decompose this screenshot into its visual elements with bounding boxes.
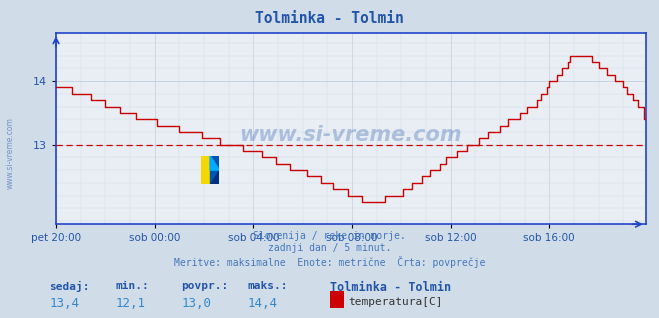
- Text: temperatura[C]: temperatura[C]: [348, 297, 442, 307]
- Bar: [201, 156, 210, 184]
- Text: 13,4: 13,4: [49, 297, 80, 310]
- Text: Tolminka - Tolmin: Tolminka - Tolmin: [255, 11, 404, 26]
- Text: 12,1: 12,1: [115, 297, 146, 310]
- Text: 13,0: 13,0: [181, 297, 212, 310]
- Text: 14,4: 14,4: [247, 297, 277, 310]
- Text: zadnji dan / 5 minut.: zadnji dan / 5 minut.: [268, 243, 391, 253]
- Text: maks.:: maks.:: [247, 281, 287, 291]
- Text: Slovenija / reke in morje.: Slovenija / reke in morje.: [253, 231, 406, 240]
- Text: www.si-vreme.com: www.si-vreme.com: [5, 117, 14, 189]
- Text: Meritve: maksimalne  Enote: metrične  Črta: povprečje: Meritve: maksimalne Enote: metrične Črta…: [174, 256, 485, 268]
- Text: min.:: min.:: [115, 281, 149, 291]
- Bar: [210, 156, 219, 184]
- Text: sedaj:: sedaj:: [49, 281, 90, 293]
- Polygon shape: [210, 170, 219, 184]
- Text: Tolminka - Tolmin: Tolminka - Tolmin: [330, 281, 451, 294]
- Text: povpr.:: povpr.:: [181, 281, 229, 291]
- Text: www.si-vreme.com: www.si-vreme.com: [240, 125, 462, 144]
- Polygon shape: [210, 156, 219, 170]
